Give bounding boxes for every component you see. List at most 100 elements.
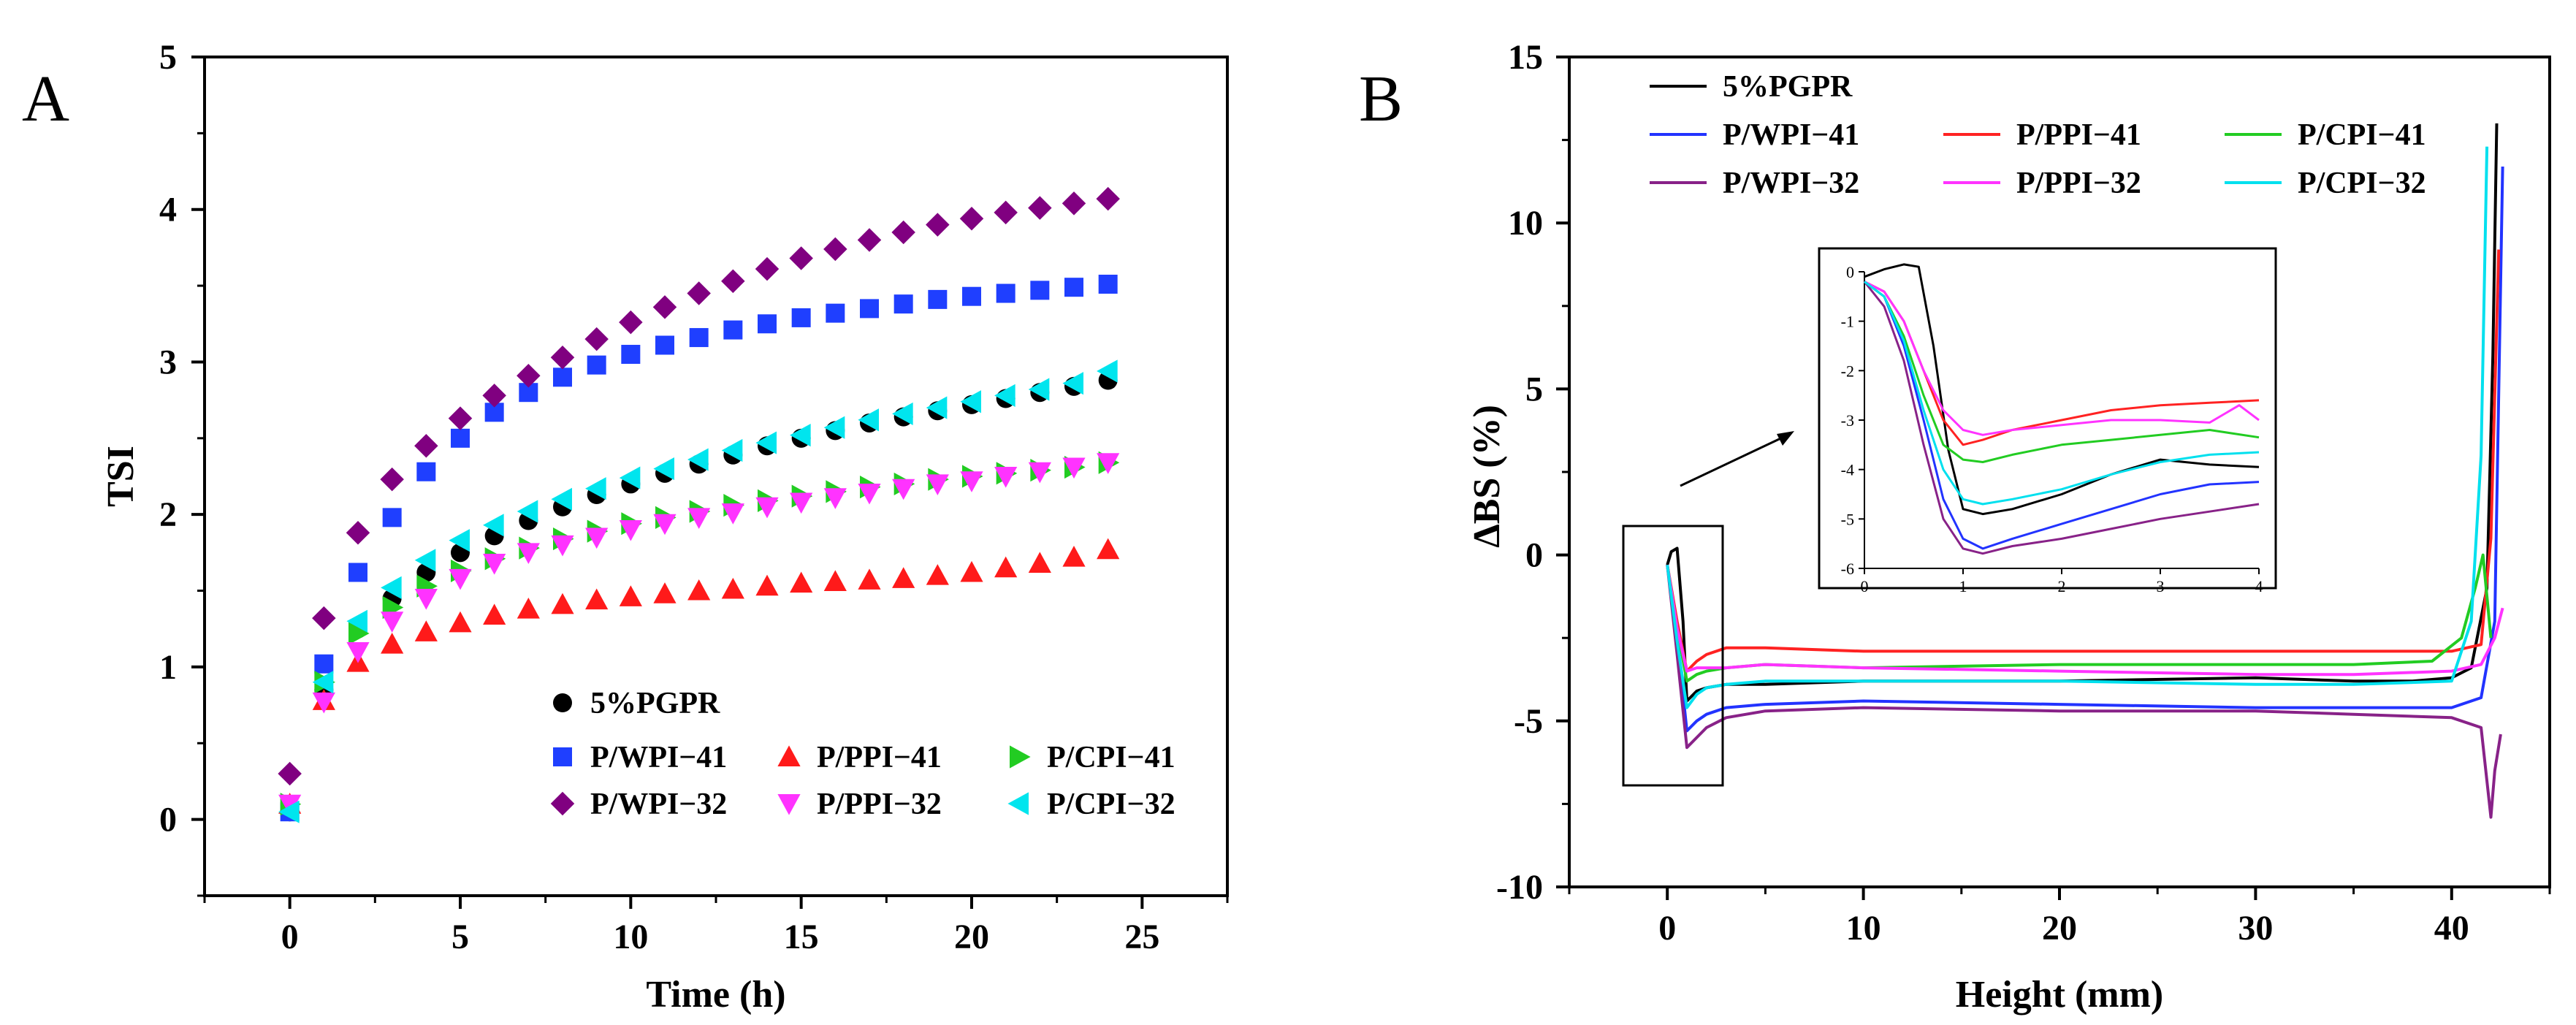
legend-marker — [1007, 792, 1029, 815]
data-point — [314, 654, 334, 674]
legend-label: P/CPI−41 — [1047, 741, 1175, 774]
data-point — [551, 535, 574, 557]
data-point — [1098, 275, 1118, 294]
panel-b-x-tick-label: 30 — [2238, 909, 2273, 948]
inset-x-tick-label: 0 — [1861, 577, 1869, 595]
data-point — [652, 295, 677, 319]
data-point — [687, 579, 711, 601]
data-point — [551, 487, 572, 511]
data-point — [857, 228, 882, 252]
legend-label: P/WPI−32 — [590, 788, 727, 821]
data-point — [826, 303, 845, 323]
inset-x-tick-label: 1 — [1959, 577, 1967, 595]
data-point — [994, 200, 1018, 225]
panel-a-x-tick-label: 5 — [451, 918, 469, 956]
data-point — [926, 474, 949, 496]
panel-a-x-axis-title: Time (h) — [646, 974, 785, 1016]
inset-y-tick-label: -4 — [1841, 461, 1854, 479]
inset-series-line-P/WPI−32 — [1863, 281, 2260, 555]
data-point — [1064, 278, 1083, 297]
panel-b-y-tick-label: 5 — [1525, 370, 1543, 408]
data-point — [416, 462, 436, 481]
inset-x-tick-label: 2 — [2058, 577, 2066, 595]
data-point — [994, 467, 1018, 488]
inset-y-tick-label: -5 — [1841, 510, 1854, 528]
data-point — [653, 582, 677, 603]
data-point — [584, 327, 609, 351]
data-point — [414, 588, 438, 610]
inset-y-tick-label: -6 — [1841, 560, 1854, 578]
legend-marker — [777, 794, 801, 815]
inset-y-tick-label: -1 — [1841, 313, 1854, 331]
data-point — [655, 335, 674, 355]
data-point — [517, 500, 538, 523]
panel-a-y-tick-label: 4 — [159, 191, 177, 229]
data-point — [858, 568, 881, 590]
panel-b-y-tick-label: -10 — [1496, 868, 1543, 907]
panel-a: A 0 5 10 15 20 25 0 1 2 3 4 5 Time (h) TSI 5%PGPR P/… — [22, 38, 1229, 1016]
data-point — [758, 314, 777, 334]
data-point — [926, 396, 948, 419]
data-point — [962, 286, 981, 306]
data-point — [482, 384, 506, 408]
panel-b-y-tick-label: 0 — [1525, 536, 1543, 575]
data-point — [346, 642, 370, 663]
data-point — [790, 424, 811, 447]
data-point — [619, 466, 641, 489]
data-point — [483, 553, 506, 575]
panel-a-y-tick-label: 2 — [159, 495, 177, 534]
legend-marker — [777, 745, 801, 766]
data-point — [278, 800, 300, 823]
data-point — [1097, 453, 1120, 474]
data-point — [790, 492, 813, 514]
data-point — [755, 574, 779, 596]
data-point — [689, 328, 709, 348]
panel-a-x-tick-label: 0 — [281, 918, 299, 956]
data-point — [517, 543, 540, 564]
data-point — [1062, 191, 1086, 216]
data-point — [381, 576, 402, 599]
data-point — [1030, 281, 1050, 300]
panel-a-legend: 5%PGPR P/WPI−41 P/PPI−41 P/CPI−41 P/WPI−32 P/… — [550, 687, 1175, 821]
data-point — [1062, 457, 1086, 479]
legend-label: P/CPI−41 — [2298, 118, 2426, 152]
inset-plot: 0 1 2 3 4 0 -1 -2 -3 -4 -5 -6 — [1818, 247, 2277, 595]
inset-series-line-5%PGPR — [1864, 263, 2260, 516]
data-point — [823, 488, 847, 509]
zoom-region-box — [1622, 525, 1724, 787]
panel-b-x-tick-label: 0 — [1658, 909, 1676, 948]
data-point — [1028, 196, 1052, 220]
data-point — [380, 467, 404, 492]
data-point — [960, 390, 981, 414]
data-point — [994, 556, 1018, 578]
data-point — [721, 577, 744, 599]
inset-series-line-P/CPI−32 — [1864, 281, 2260, 506]
legend-marker — [553, 693, 572, 712]
inset-series-line-P/PPI−32 — [1864, 281, 2260, 436]
panel-b-x-tick-label: 20 — [2042, 909, 2077, 948]
legend-marker — [1010, 745, 1031, 769]
legend-label: P/WPI−41 — [1723, 118, 1859, 152]
data-point — [587, 355, 606, 375]
data-point — [348, 563, 367, 582]
data-point — [858, 408, 879, 432]
panel-b-x-axis-title: Height (mm) — [1956, 974, 2163, 1016]
legend-label: 5%PGPR — [590, 687, 720, 720]
data-point — [1028, 378, 1050, 401]
data-point — [585, 527, 609, 549]
data-point — [449, 611, 472, 633]
legend-label: P/WPI−32 — [1723, 167, 1859, 200]
panel-b-label: B — [1359, 63, 1403, 135]
data-point — [1096, 186, 1120, 211]
data-point — [926, 564, 949, 585]
series-P/PPI−41 — [278, 538, 1120, 814]
data-point — [414, 549, 436, 572]
data-point — [619, 585, 642, 606]
panel-a-x-tick-label: 20 — [954, 918, 989, 956]
inset-y-tick-label: -2 — [1841, 362, 1854, 380]
data-point — [687, 508, 711, 529]
data-point — [823, 416, 845, 439]
series-line-P/PPI−32 — [1666, 564, 2504, 677]
data-point — [381, 633, 404, 654]
series-line-P/WPI−32 — [1666, 564, 2502, 819]
